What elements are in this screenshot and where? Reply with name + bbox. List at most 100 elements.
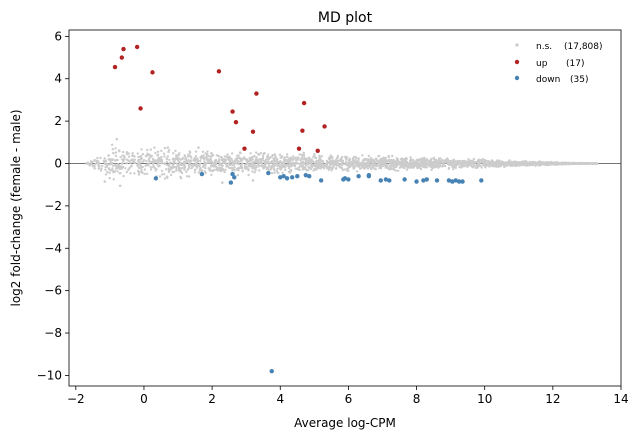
ns-point — [296, 162, 299, 165]
ns-point — [228, 166, 231, 170]
ns-point — [115, 167, 118, 170]
ns-point — [493, 163, 496, 167]
ns-point — [163, 155, 166, 158]
ns-point — [224, 168, 227, 171]
ns-point — [169, 173, 173, 177]
ns-point — [160, 149, 163, 153]
ns-point — [304, 157, 307, 160]
chart-title: MD plot — [318, 10, 373, 26]
ns-point — [457, 160, 460, 164]
ns-point — [209, 164, 213, 167]
ns-point — [163, 162, 166, 165]
legend-count-ns: (17,808) — [564, 42, 603, 52]
ns-point — [189, 154, 192, 158]
ns-point — [550, 163, 553, 166]
ns-point — [371, 160, 374, 163]
ns-point — [442, 163, 445, 166]
ns-point — [393, 163, 396, 166]
ns-point — [330, 167, 333, 170]
ns-point — [241, 169, 244, 172]
ns-point — [130, 165, 133, 168]
ns-point — [401, 163, 405, 167]
down-point — [153, 176, 159, 181]
ns-point — [387, 158, 391, 162]
ns-point — [265, 158, 269, 161]
ns-point — [239, 163, 242, 167]
ns-point — [389, 161, 392, 164]
ns-point — [567, 162, 570, 165]
ns-point — [478, 159, 482, 162]
ns-point — [371, 166, 374, 169]
ns-point — [251, 161, 254, 165]
ns-point — [386, 163, 389, 166]
ns-point — [553, 162, 556, 165]
ns-point — [317, 166, 320, 170]
ns-point — [210, 152, 213, 155]
ns-point — [432, 157, 435, 160]
ns-point — [258, 158, 261, 161]
ns-point — [179, 170, 182, 173]
ns-point — [104, 168, 107, 171]
ns-point — [236, 161, 240, 164]
down-point — [284, 176, 290, 181]
ns-point — [106, 170, 109, 174]
ns-point — [284, 166, 287, 169]
ns-point — [309, 161, 313, 165]
significant-points — [112, 44, 484, 374]
ns-point — [415, 158, 419, 162]
ns-point — [263, 152, 266, 155]
down-point — [341, 177, 346, 182]
ns-point — [251, 155, 254, 159]
ns-point — [500, 164, 503, 167]
ns-point — [226, 153, 229, 156]
ns-point — [511, 163, 514, 166]
ns-point — [143, 159, 146, 162]
ns-point — [202, 154, 205, 157]
ns-point — [347, 161, 350, 164]
ns-point — [440, 161, 443, 164]
ns-point — [213, 159, 217, 162]
ns-point — [92, 165, 95, 168]
ns-point — [327, 168, 331, 171]
ns-point — [369, 163, 373, 166]
ns-point — [199, 166, 202, 170]
x-tick-label: 14 — [613, 392, 628, 406]
ns-point — [180, 163, 183, 167]
ns-point — [469, 164, 472, 167]
legend-marker-down — [514, 75, 520, 81]
ns-point — [458, 165, 461, 169]
ns-point — [112, 151, 115, 155]
ns-point — [359, 163, 362, 166]
ns-point — [172, 160, 175, 163]
ns-point — [306, 160, 310, 163]
ns-point — [116, 165, 120, 168]
ns-point — [148, 159, 151, 162]
ns-point — [486, 163, 489, 166]
ns-point — [481, 163, 485, 167]
ns-point — [266, 155, 270, 159]
ns-point — [363, 159, 366, 162]
ns-point — [313, 152, 316, 156]
ns-point — [318, 156, 321, 159]
ns-point — [99, 169, 103, 172]
down-point — [383, 177, 389, 182]
ns-point — [112, 178, 115, 181]
ns-point — [569, 162, 572, 165]
ns-point — [345, 169, 349, 172]
ns-point — [154, 159, 157, 162]
ns-point — [321, 159, 324, 163]
ns-point — [116, 163, 120, 166]
ns-point — [312, 160, 315, 163]
up-point — [296, 146, 302, 151]
ns-point — [248, 159, 251, 163]
ns-point — [161, 173, 164, 176]
ns-point — [359, 167, 362, 170]
ns-point — [116, 158, 119, 162]
ns-point — [307, 162, 310, 165]
ns-point — [330, 169, 333, 172]
ns-point — [233, 161, 237, 164]
ns-point — [372, 164, 375, 167]
ns-point — [162, 152, 166, 155]
ns-point — [204, 166, 207, 170]
ns-point — [267, 157, 270, 161]
